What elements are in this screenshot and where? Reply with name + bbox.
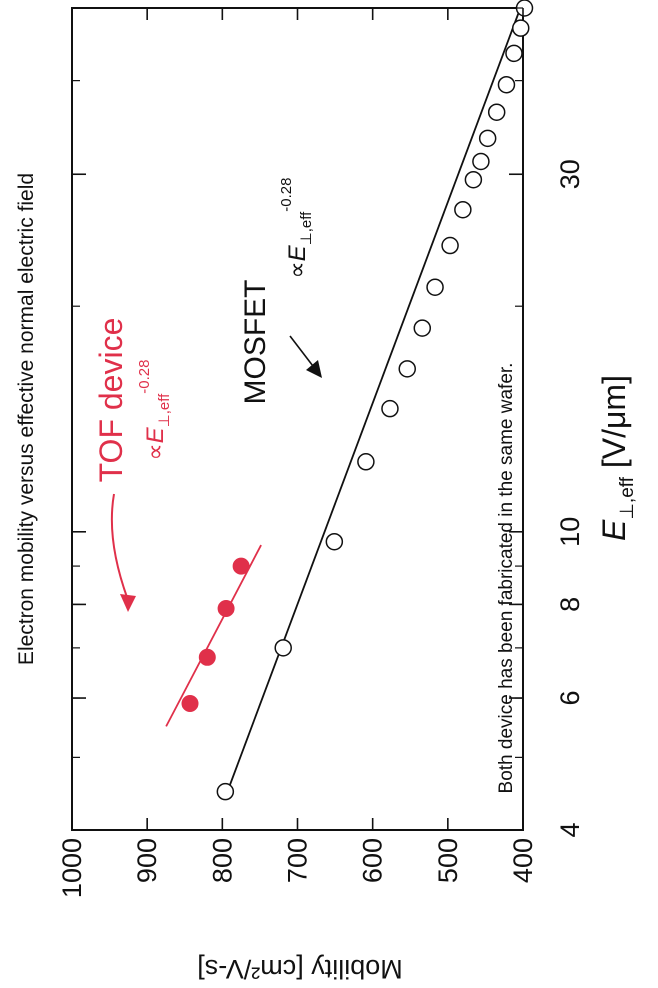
x-tick-label: 8 [555,597,585,612]
mosfet-data-point [472,152,490,171]
x-tick-label: 4 [555,822,585,837]
fit-lines [165,7,522,800]
mosfet-arrow-head [306,360,322,378]
chart-title: Electron mobility versus effective norma… [15,173,38,665]
annotations: TOF device ∝E⊥,eff-0.28 MOSFET∝E⊥,eff-0.28… [93,177,517,793]
mosfet-data-point [478,129,497,148]
tof-fit-line [165,544,262,727]
y-tick-label: 900 [132,838,162,883]
mosfet-fit-annotation: ∝E⊥,eff-0.28 [278,177,315,278]
mosfet-data-point [454,200,472,219]
mosfet-arrow [289,335,317,371]
axis-ticks: 400 500 600 700 800 900 1000 4 6 8 10 30 [57,7,585,898]
y-tick-label: 800 [207,838,237,883]
tof-data-point [217,600,235,618]
x-axis-label: E⊥,eff [V/μm] [596,375,638,541]
fabrication-note: Both device has been fabricated in the s… [496,363,517,794]
mosfet-data-point [413,319,432,337]
mosfet-data-point [357,453,375,471]
mosfet-data-point [441,236,459,255]
tof-arrow-head [120,594,136,612]
mosfet-data-point [511,19,530,37]
mosfet-data-point [381,399,399,418]
mosfet-data-point [274,639,292,657]
y-axis-label: Mobility [cm²/V-s] [197,954,403,984]
mosfet-data-point [464,170,483,189]
x-tick-label: 6 [555,691,585,706]
y-tick-label: 400 [508,838,538,883]
axis-labels: Electron mobility versus effective norma… [15,173,638,984]
tof-arrow [110,493,129,601]
mosfet-data-point [505,44,523,63]
tof-data-point [181,695,199,713]
mosfet-data-point [497,75,516,94]
y-tick-label: 500 [433,838,463,883]
plot-frame-group [71,7,524,831]
x-tick-label: 10 [555,517,585,547]
tof-data-point [232,557,250,575]
tof-fit-annotation: ∝E⊥,eff-0.28 [136,359,173,460]
plot-frame [71,7,524,831]
tof-label: TOF device [93,318,129,483]
mosfet-label: MOSFET [239,280,272,405]
data-points [181,0,534,801]
mosfet-data-point [426,278,444,296]
x-tick-label: 30 [555,159,585,189]
mosfet-data-point [325,532,344,551]
tof-data-point [198,648,216,666]
y-tick-label: 1000 [57,838,87,898]
mosfet-fit-line [223,7,522,800]
mosfet-data-point [216,782,235,801]
mosfet-data-point [487,103,506,121]
mosfet-data-point [398,360,416,378]
y-tick-label: 600 [358,838,388,883]
y-tick-label: 700 [283,838,313,883]
